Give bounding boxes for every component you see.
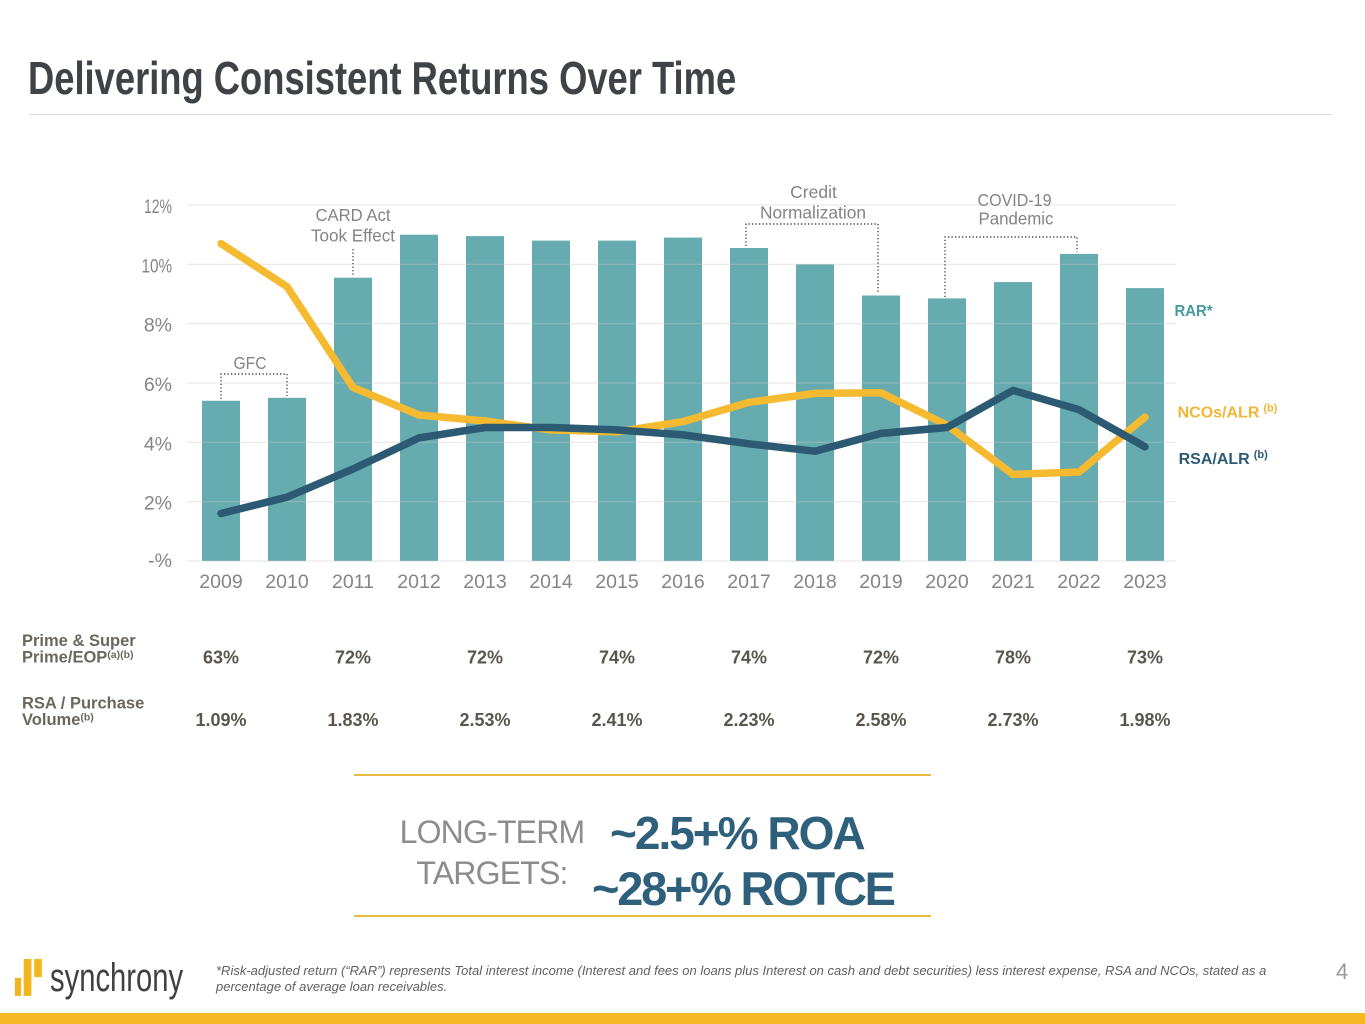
svg-text:Credit: Credit [790,182,837,202]
svg-text:2016: 2016 [661,571,704,593]
svg-text:2011: 2011 [332,571,374,593]
svg-text:2.41%: 2.41% [591,710,642,730]
svg-text:72%: 72% [335,648,371,668]
svg-text:4%: 4% [144,433,172,455]
svg-text:2.53%: 2.53% [459,710,510,730]
svg-text:72%: 72% [467,648,503,668]
svg-text:2%: 2% [144,493,172,515]
svg-text:2.23%: 2.23% [723,710,774,730]
svg-text:CARD Act: CARD Act [316,205,391,225]
svg-text:NCOs/ALR(b): NCOs/ALR (b) [1178,403,1278,422]
svg-text:72%: 72% [863,648,899,668]
svg-text:GFC: GFC [234,353,267,373]
svg-text:2010: 2010 [265,571,309,593]
svg-text:Volume(b): Volume(b) [22,711,94,729]
svg-text:Normalization: Normalization [760,203,866,223]
svg-text:2012: 2012 [397,571,440,593]
svg-text:2.73%: 2.73% [987,710,1038,730]
svg-text:COVID-19: COVID-19 [978,190,1052,210]
svg-text:2015: 2015 [595,571,639,593]
svg-text:2019: 2019 [859,571,902,593]
svg-text:2009: 2009 [199,571,242,593]
svg-text:2018: 2018 [793,571,836,593]
svg-text:RAR*: RAR* [1175,303,1214,320]
svg-text:2023: 2023 [1123,571,1166,593]
svg-text:2021: 2021 [991,571,1034,593]
svg-text:2.58%: 2.58% [855,710,906,730]
svg-text:74%: 74% [599,648,635,668]
svg-text:1.98%: 1.98% [1119,710,1170,730]
svg-text:6%: 6% [144,374,172,396]
svg-text:2014: 2014 [529,571,573,593]
svg-text:Took Effect: Took Effect [311,226,395,246]
svg-text:1.09%: 1.09% [195,710,246,730]
svg-text:10%: 10% [142,255,173,277]
svg-text:8%: 8% [144,315,172,337]
svg-text:2017: 2017 [727,571,770,593]
svg-text:78%: 78% [995,648,1031,668]
svg-text:Prime/EOP(a)(b): Prime/EOP(a)(b) [22,649,134,667]
svg-text:RSA / Purchase: RSA / Purchase [22,695,144,713]
svg-text:2013: 2013 [463,571,506,593]
svg-text:2022: 2022 [1057,571,1100,593]
svg-text:12%: 12% [144,196,172,218]
svg-text:Prime & Super: Prime & Super [22,632,136,650]
svg-text:74%: 74% [731,648,767,668]
svg-text:63%: 63% [203,648,239,668]
svg-text:2020: 2020 [925,571,969,593]
svg-text:RSA/ALR(b): RSA/ALR (b) [1179,449,1268,468]
svg-text:Pandemic: Pandemic [979,209,1054,229]
svg-text:1.83%: 1.83% [327,710,378,730]
svg-text:73%: 73% [1127,648,1163,668]
svg-text:-%: -% [148,550,172,572]
